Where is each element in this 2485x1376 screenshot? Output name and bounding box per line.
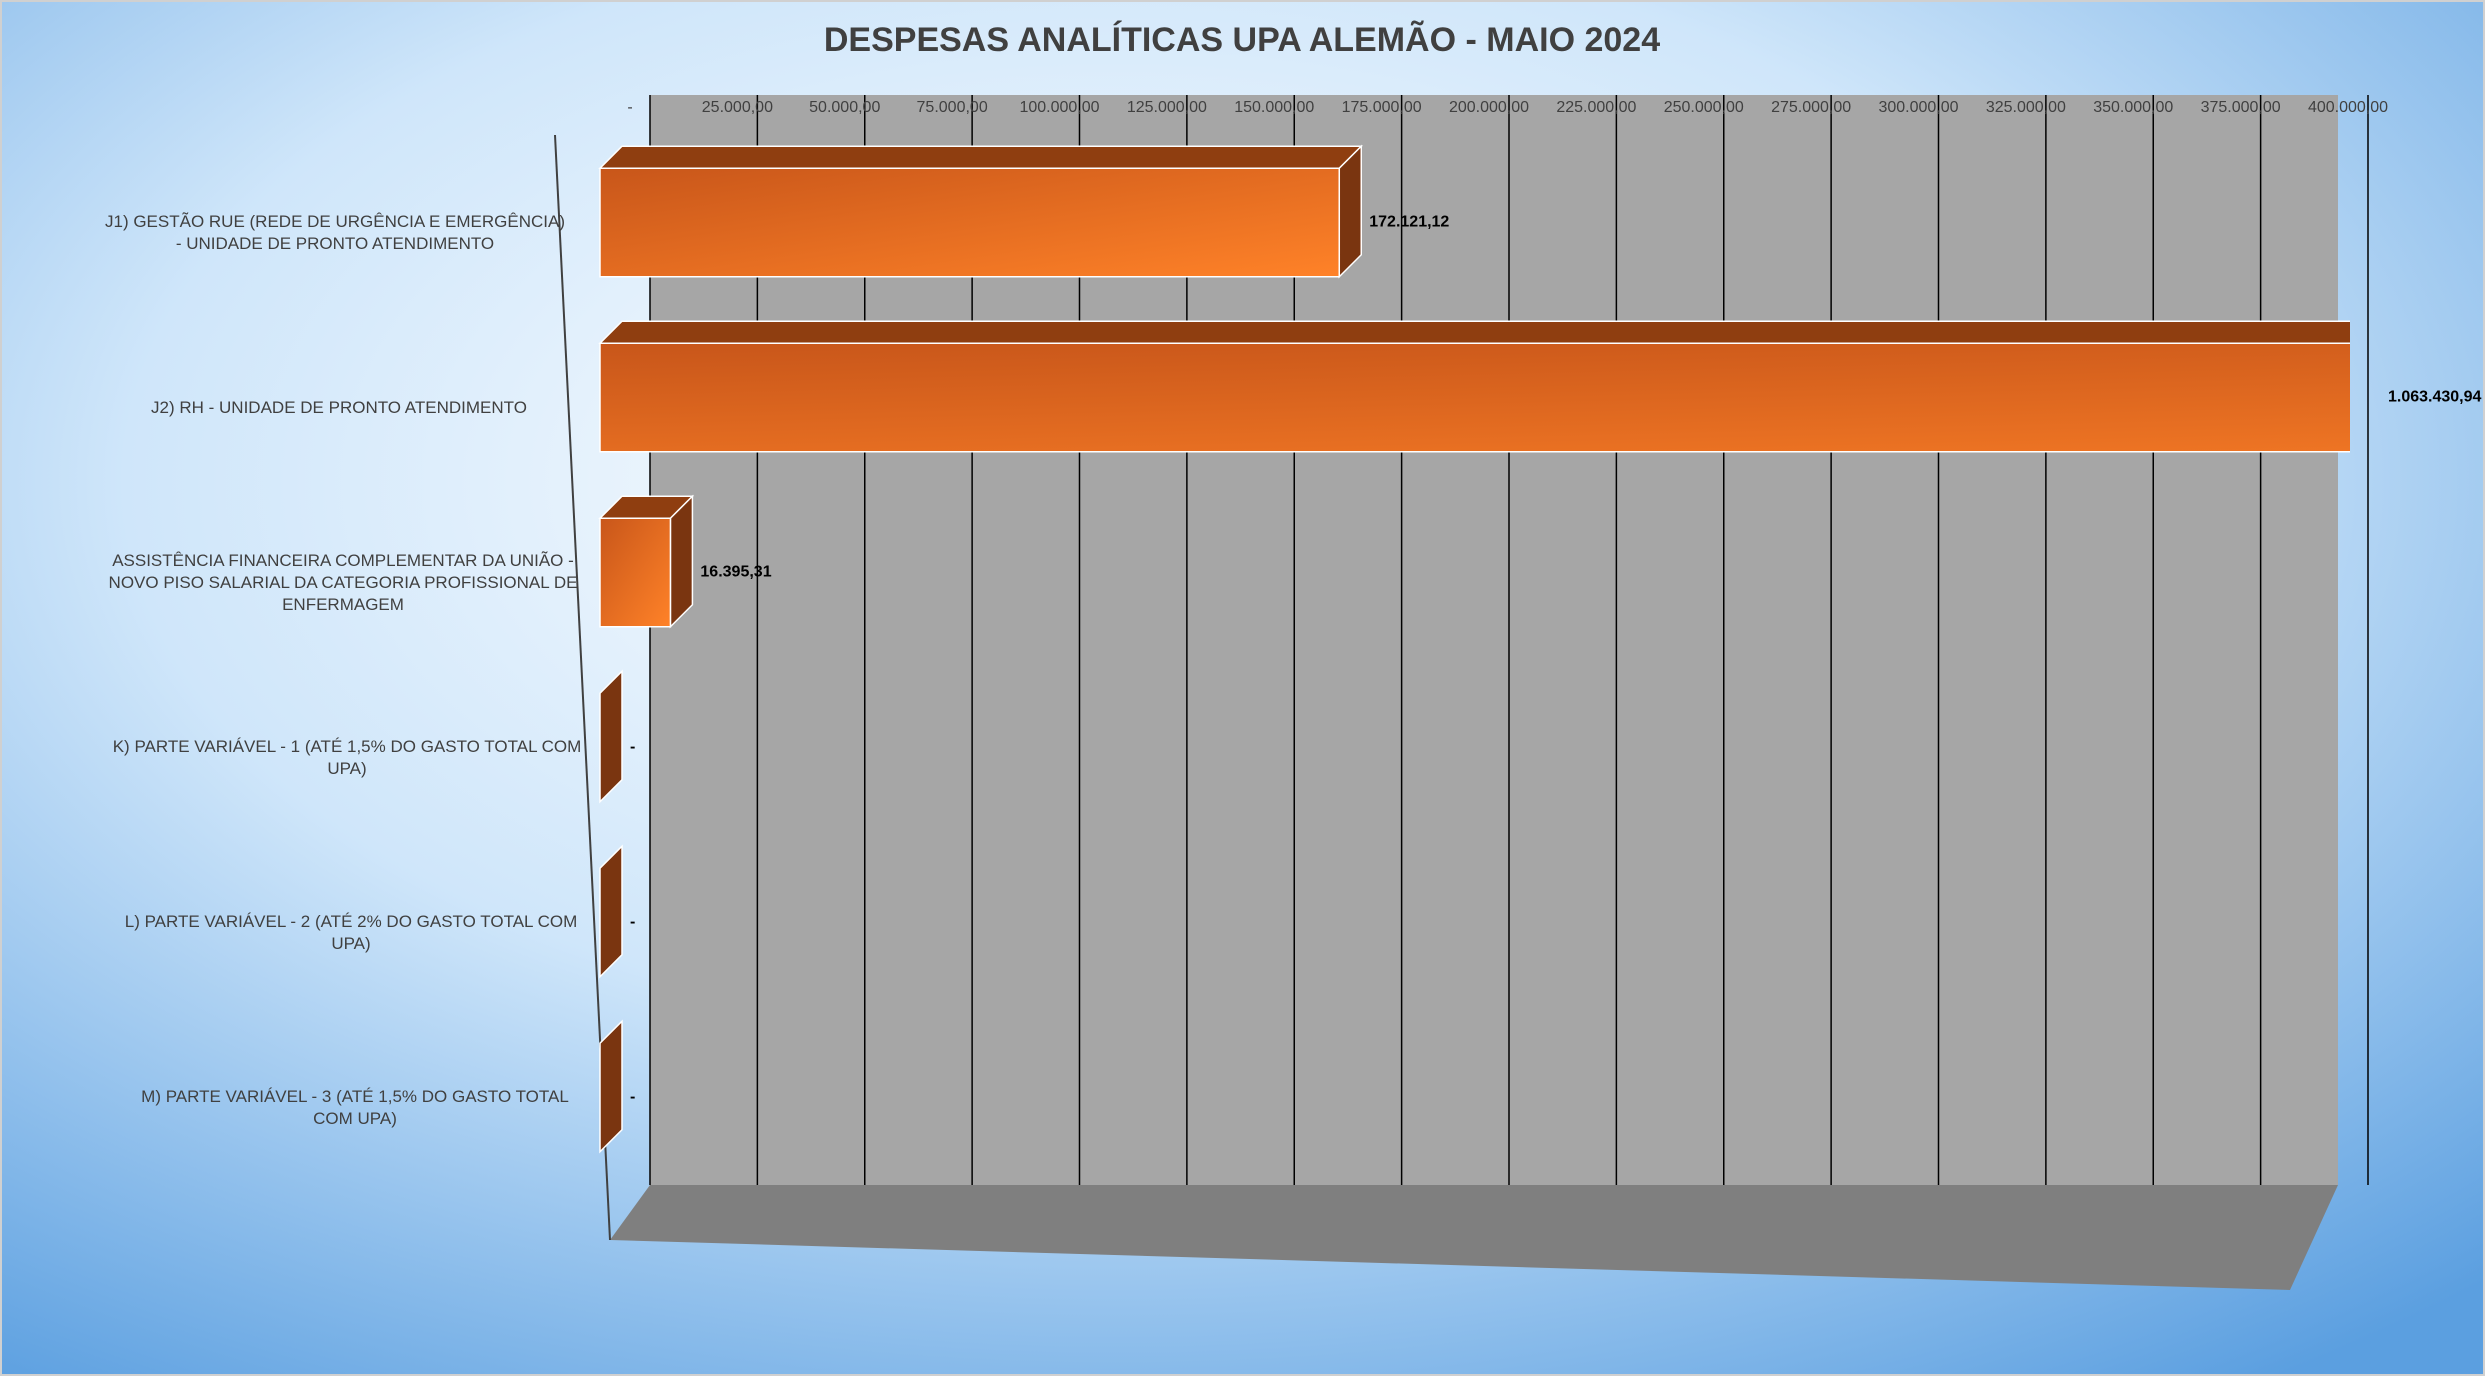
bar-side	[669, 494, 694, 629]
x-tick-label: 250.000,00	[1664, 99, 1744, 116]
bar-side	[599, 844, 623, 979]
x-tick-label: 125.000,00	[1127, 99, 1207, 116]
x-tick-label: 175.000,00	[1342, 99, 1422, 116]
bar	[598, 494, 695, 629]
category-label: J1) GESTÃO RUE (REDE DE URGÊNCIA E EMERG…	[104, 211, 565, 253]
bar-front	[599, 342, 2350, 453]
x-tick-label: 375.000,00	[2201, 99, 2281, 116]
bar-top	[598, 145, 1364, 169]
x-tick-label: -	[627, 99, 632, 116]
bars	[598, 144, 2350, 1154]
bar-front	[599, 167, 1341, 278]
bar-side	[599, 1019, 623, 1154]
floor	[610, 1185, 2338, 1290]
bar	[599, 669, 623, 804]
value-label: -	[630, 914, 635, 931]
bar	[598, 144, 1364, 279]
x-tick-label: 300.000,00	[1878, 99, 1958, 116]
bar-side	[599, 669, 623, 804]
bar-top	[598, 320, 2350, 344]
bar	[599, 844, 623, 979]
chart-title: DESPESAS ANALÍTICAS UPA ALEMÃO - MAIO 20…	[824, 21, 1660, 59]
category-label: L) PARTE VARIÁVEL - 2 (ATÉ 2% DO GASTO T…	[124, 911, 578, 953]
value-label: 172.121,12	[1369, 214, 1449, 231]
value-label: -	[630, 1089, 635, 1106]
x-tick-label: 350.000,00	[2093, 99, 2173, 116]
category-label: K) PARTE VARIÁVEL - 1 (ATÉ 1,5% DO GASTO…	[112, 736, 582, 778]
category-label: ASSISTÊNCIA FINANCEIRA COMPLEMENTAR DA U…	[108, 550, 578, 614]
value-label: -	[630, 739, 635, 756]
x-tick-label: 225.000,00	[1556, 99, 1636, 116]
bar	[598, 320, 2350, 453]
category-label: J2) RH - UNIDADE DE PRONTO ATENDIMENTO	[151, 397, 527, 417]
category-label: M) PARTE VARIÁVEL - 3 (ATÉ 1,5% DO GASTO…	[141, 1086, 569, 1128]
bar	[599, 1019, 623, 1154]
x-tick-label: 275.000,00	[1771, 99, 1851, 116]
x-tick-label: 200.000,00	[1449, 99, 1529, 116]
x-tick-label: 150.000,00	[1234, 99, 1314, 116]
x-tick-label: 100.000,00	[1019, 99, 1099, 116]
x-tick-label: 75.000,00	[917, 99, 988, 116]
x-tick-label: 325.000,00	[1986, 99, 2066, 116]
x-tick-label: 400.000,00	[2308, 99, 2388, 116]
bar-front	[599, 517, 672, 628]
x-tick-label: 50.000,00	[809, 99, 880, 116]
x-tick-label: 25.000,00	[702, 99, 773, 116]
value-label: 1.063.430,94	[2388, 389, 2482, 406]
value-label: 16.395,31	[700, 564, 771, 581]
bar-side	[1338, 144, 1363, 279]
